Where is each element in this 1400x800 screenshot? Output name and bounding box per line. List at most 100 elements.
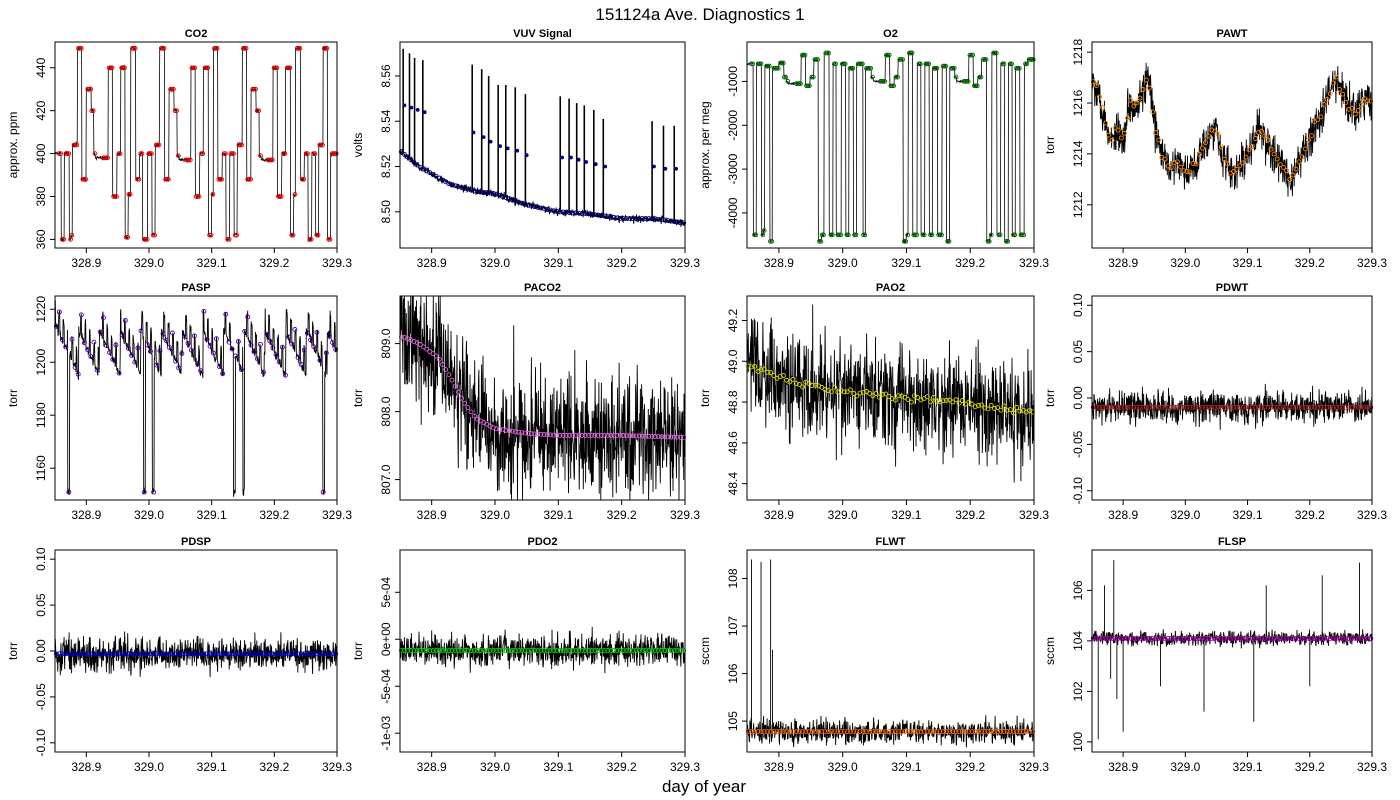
x-tick-label: 329.2 [955,760,985,774]
avg-point-pdwt [1293,404,1299,410]
avg-point-pao2 [883,391,889,397]
avg-point-pawt [1146,85,1152,91]
avg-point-flwt [953,729,959,735]
avg-point-pawt [1143,77,1149,83]
avg-point-pasp [242,328,248,334]
x-tick-label: 329.0 [134,508,164,522]
avg-point-pawt [1327,91,1333,97]
panel-pawt: PAWT torr 1212 1214 1216 1218 328.9 329.0 329.1 3… [1043,28,1387,270]
avg-point-pdsp [148,651,153,657]
avg-point-pdo2 [586,648,591,653]
avg-point-paco2 [589,432,595,438]
avg-point-flwt [851,729,857,735]
avg-point-pao2 [873,391,879,396]
avg-point-pdwt [1196,404,1202,410]
avg-point-pdo2 [462,648,468,653]
x-tick-label: 329.3 [670,508,700,522]
avg-point-paco2 [595,432,601,438]
y-tick-label: 49.0 [726,349,740,373]
avg-point-vuv [567,210,572,216]
y-tick-label: 48.8 [726,390,740,414]
avg-point-flwt [892,729,898,735]
avg-point-pdsp [248,651,254,657]
avg-point-pdo2 [665,648,671,653]
avg-point-pasp [72,364,78,370]
avg-point-co2 [78,46,84,51]
avg-point-vuv [614,215,620,221]
avg-point-vuv [398,149,404,155]
avg-point-pdwt [1090,404,1096,410]
y-tick-label: 809.0 [379,328,393,358]
x-tick-label: 329.3 [322,760,352,774]
avg-point-flsp [1203,635,1208,641]
avg-point-o2 [782,74,787,80]
avg-point-pdo2 [478,648,484,653]
avg-point-pdo2 [646,648,652,653]
avg-point-o2 [880,79,886,84]
avg-point-co2 [326,237,332,242]
avg-point-pawt [1268,146,1274,152]
avg-point-pdwt [1184,404,1190,410]
avg-point-paco2 [652,434,658,439]
avg-point-pdsp [75,651,81,657]
avg-point-co2 [253,86,258,92]
avg-point-pdsp [311,651,317,657]
avg-point-o2 [807,83,812,89]
avg-point-vuv [522,201,528,207]
avg-point-vuv [490,191,496,196]
spike-vuv [673,125,676,222]
avg-point-flsp [1115,635,1121,641]
avg-point-pdsp [204,651,210,657]
avg-point-paco2 [516,429,522,435]
avg-point-paco2 [627,433,633,439]
avg-point-flsp [1315,635,1321,641]
plot-frame [399,41,686,249]
avg-point-o2 [861,232,866,238]
avg-point-pdsp [119,651,125,657]
spike-vuv [422,60,424,169]
avg-point-vuv [515,148,520,153]
avg-point-pdsp [69,651,75,657]
avg-point-pasp [264,331,270,337]
avg-point-flwt [943,729,949,735]
avg-point-flwt [896,729,901,735]
y-tick-label: -5e-04 [379,669,393,704]
avg-point-pawt [1334,74,1339,80]
avg-point-co2 [143,237,149,242]
avg-point-pdwt [1352,404,1358,410]
avg-point-pao2 [940,398,946,404]
avg-point-co2 [311,151,316,156]
avg-point-pdwt [1321,404,1327,410]
avg-point-o2 [924,61,930,67]
panel-flsp: FLSP sccm 100 102 104 106 328.9 329.0 329.1 329.2… [1043,536,1387,774]
x-tick-label: 329.1 [543,760,573,774]
avg-point-o2 [973,83,979,89]
avg-point-flsp [1212,635,1218,641]
avg-point-pasp [53,323,59,329]
avg-point-co2 [109,65,115,71]
avg-point-vuv [449,182,455,188]
avg-point-vuv [478,189,484,195]
avg-point-o2 [1019,232,1025,238]
avg-point-flwt [812,729,818,735]
avg-point-vuv [652,164,656,169]
avg-point-vuv [662,217,668,223]
avg-point-pawt [1256,130,1261,135]
x-tick-label: 329.2 [259,508,289,522]
avg-point-o2 [879,79,885,84]
avg-point-pawt [1178,164,1184,170]
avg-point-pdwt [1284,404,1290,410]
avg-point-pawt [1299,154,1305,160]
avg-point-flwt [755,729,761,735]
avg-point-o2 [893,74,899,80]
x-tick-label: 329.2 [955,256,985,270]
plot-frame [746,549,1035,753]
avg-point-o2 [1021,232,1027,238]
spike-vuv [514,87,517,201]
avg-point-o2 [841,61,847,67]
avg-point-vuv [465,186,471,192]
avg-point-pdsp [298,651,304,657]
avg-point-flsp [1340,635,1346,641]
x-tick-label: 329.0 [480,508,510,522]
avg-point-o2 [929,232,935,238]
